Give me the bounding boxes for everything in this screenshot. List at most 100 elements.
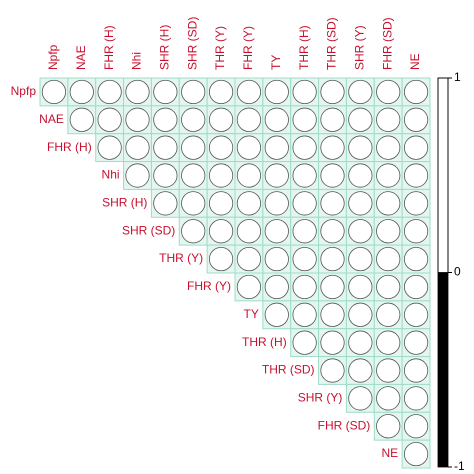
colorbar-tick-label: -1 xyxy=(454,459,465,473)
correlation-circle xyxy=(208,163,234,188)
correlation-circle xyxy=(264,246,289,272)
correlation-circle xyxy=(125,79,150,105)
correlation-circle xyxy=(348,107,373,132)
correlation-circle xyxy=(320,135,345,160)
column-label: FHR (SD) xyxy=(380,17,394,70)
correlation-circle xyxy=(181,79,206,105)
row-label: FHR (Y) xyxy=(187,279,231,293)
correlation-circle xyxy=(320,163,345,188)
correlation-circle xyxy=(348,163,373,188)
correlation-circle xyxy=(292,219,317,244)
correlation-circle xyxy=(320,302,345,327)
correlation-circle xyxy=(153,191,178,216)
correlation-circle xyxy=(320,79,345,105)
correlation-circle xyxy=(348,135,373,160)
colorbar-negative xyxy=(438,272,448,467)
correlation-circle xyxy=(403,79,429,105)
correlation-circle xyxy=(403,441,429,467)
colorbar-tick-label: 1 xyxy=(454,70,461,84)
correlation-circle xyxy=(376,79,401,105)
correlation-circle xyxy=(153,135,178,160)
row-label: NE xyxy=(381,446,398,460)
correlation-circle xyxy=(292,330,317,355)
column-label: Nhi xyxy=(130,52,144,70)
column-label: THR (H) xyxy=(297,25,311,70)
correlation-circle xyxy=(153,163,178,188)
correlation-circle xyxy=(125,135,150,160)
correlation-circle xyxy=(320,219,345,244)
correlation-circle xyxy=(264,219,289,244)
correlation-circle xyxy=(348,358,373,383)
correlation-circle xyxy=(264,163,289,188)
column-label: FHR (Y) xyxy=(241,26,255,70)
correlation-circle xyxy=(236,107,262,132)
row-label: FHR (SD) xyxy=(318,418,371,432)
correlation-circle xyxy=(69,79,94,105)
correlation-circle xyxy=(403,274,429,300)
row-label: THR (Y) xyxy=(159,251,203,265)
correlation-circle xyxy=(376,358,401,383)
correlation-circle xyxy=(125,107,150,132)
correlation-circle xyxy=(236,191,262,216)
correlation-circle xyxy=(403,107,429,132)
correlation-circle xyxy=(403,302,429,327)
correlation-circle xyxy=(208,107,234,132)
correlation-circle xyxy=(403,330,429,355)
correlation-circle xyxy=(236,274,262,300)
correlation-circle xyxy=(236,163,262,188)
correlation-circle xyxy=(403,219,429,244)
correlation-circle xyxy=(181,191,206,216)
correlation-circle xyxy=(125,163,150,188)
correlation-circle xyxy=(348,274,373,300)
correlation-circle xyxy=(181,107,206,132)
correlation-circle xyxy=(292,163,317,188)
correlation-circle xyxy=(292,191,317,216)
correlation-circle xyxy=(236,246,262,272)
column-label: NE xyxy=(408,53,422,70)
row-label: TY xyxy=(244,307,259,321)
correlation-circle xyxy=(348,302,373,327)
column-label: SHR (Y) xyxy=(353,25,367,70)
column-label: FHR (H) xyxy=(102,25,116,70)
column-label: SHR (H) xyxy=(158,25,172,70)
correlation-circle xyxy=(376,135,401,160)
row-label: Npfp xyxy=(11,84,37,98)
correlation-circle xyxy=(236,79,262,105)
column-label: THR (SD) xyxy=(325,17,339,70)
column-label: Npfp xyxy=(46,44,60,70)
colorbar-positive xyxy=(437,77,449,273)
correlation-circle xyxy=(292,107,317,132)
correlation-circle xyxy=(403,386,429,411)
correlation-circle xyxy=(348,330,373,355)
correlation-circle xyxy=(403,246,429,272)
correlation-circle xyxy=(348,246,373,272)
correlation-circle xyxy=(403,135,429,160)
correlation-circle xyxy=(181,219,206,244)
correlation-circle xyxy=(376,219,401,244)
correlation-circle xyxy=(376,386,401,411)
correlation-circle xyxy=(348,386,373,411)
row-label: Nhi xyxy=(102,168,120,182)
correlation-circle xyxy=(264,274,289,300)
correlation-circle xyxy=(320,330,345,355)
correlation-circle xyxy=(208,79,234,105)
correlation-circle xyxy=(320,358,345,383)
correlation-circle xyxy=(208,135,234,160)
correlation-circle xyxy=(264,79,289,105)
correlation-circle xyxy=(292,135,317,160)
correlation-circle xyxy=(292,302,317,327)
correlation-circle xyxy=(264,135,289,160)
column-label: NAE xyxy=(74,45,88,70)
correlation-circle xyxy=(403,191,429,216)
correlation-circle xyxy=(376,274,401,300)
row-label: SHR (Y) xyxy=(298,391,343,405)
correlation-circle xyxy=(236,135,262,160)
correlation-circle xyxy=(97,79,122,105)
correlation-circle xyxy=(403,358,429,383)
correlation-circle xyxy=(376,107,401,132)
row-label: SHR (SD) xyxy=(122,223,175,237)
row-label: FHR (H) xyxy=(47,140,92,154)
correlation-circle xyxy=(376,191,401,216)
correlation-circle xyxy=(320,274,345,300)
